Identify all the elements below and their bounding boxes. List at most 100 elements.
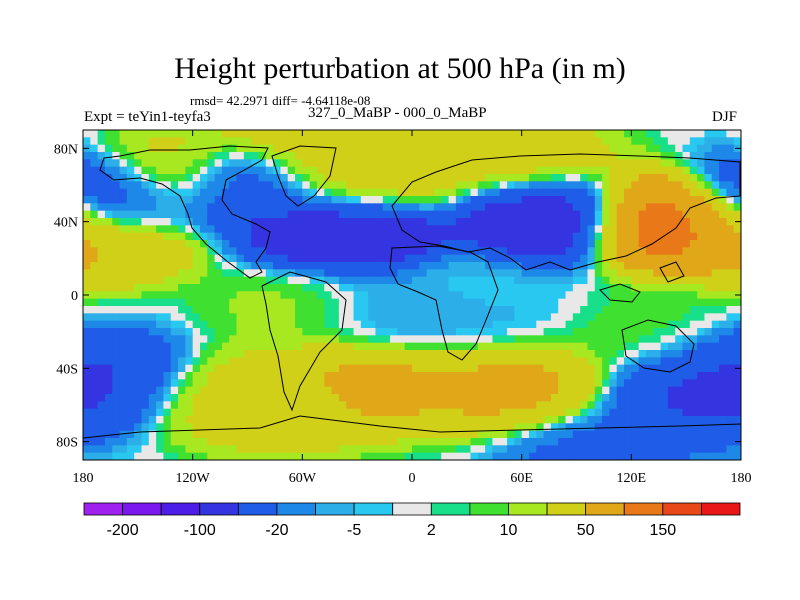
field-cell (126, 130, 135, 138)
field-cell (178, 152, 186, 160)
field-cell (390, 306, 398, 314)
field-cell (507, 159, 515, 168)
field-cell (360, 357, 369, 366)
field-cell (199, 379, 208, 388)
field-cell (419, 218, 428, 226)
field-cell (368, 196, 377, 204)
field-cell (185, 423, 194, 432)
field-cell (302, 196, 311, 204)
field-cell (719, 203, 727, 212)
field-cell (485, 166, 494, 175)
field-cell (719, 452, 727, 460)
field-cell (119, 152, 128, 160)
field-cell (477, 152, 486, 160)
field-cell (199, 152, 208, 160)
field-cell (580, 306, 589, 314)
field-cell (638, 445, 647, 454)
field-cell (148, 350, 157, 358)
field-cell (667, 284, 676, 292)
field-cell (463, 313, 472, 322)
field-cell (455, 372, 464, 380)
field-cell (178, 247, 186, 256)
field-cell (243, 188, 252, 197)
field-cell (412, 342, 420, 351)
field-cell (492, 181, 501, 190)
field-cell (97, 379, 106, 388)
field-cell (346, 357, 355, 366)
field-cell (543, 174, 552, 182)
field-cell (536, 335, 545, 344)
field-cell (558, 203, 567, 212)
field-cell (331, 166, 340, 175)
field-cell (426, 144, 435, 153)
field-cell (258, 372, 267, 380)
field-cell (360, 313, 369, 322)
field-cell (126, 284, 135, 292)
field-cell (550, 291, 559, 300)
field-cell (324, 284, 333, 292)
field-cell (199, 174, 208, 182)
field-cell (156, 240, 165, 248)
field-cell (163, 394, 172, 402)
field-cell (295, 232, 303, 241)
field-cell (382, 210, 391, 219)
field-cell (280, 130, 289, 138)
field-cell (207, 416, 216, 424)
field-cell (390, 335, 398, 344)
field-cell (258, 181, 267, 190)
field-cell (514, 240, 523, 248)
field-cell (565, 188, 574, 197)
field-cell (470, 423, 479, 432)
field-cell (170, 276, 179, 285)
field-cell (295, 320, 303, 329)
field-cell (660, 401, 669, 410)
field-cell (214, 196, 223, 204)
field-cell (463, 210, 472, 219)
field-cell (243, 276, 252, 285)
field-cell (558, 335, 567, 344)
field-cell (265, 159, 274, 168)
field-cell (185, 438, 194, 446)
field-cell (704, 174, 713, 182)
field-cell (309, 291, 318, 300)
field-cell (616, 438, 625, 446)
field-cell (119, 416, 128, 424)
field-cell (141, 445, 150, 454)
field-cell (463, 379, 472, 388)
field-cell (499, 144, 508, 153)
field-cell (353, 188, 362, 197)
field-cell (134, 394, 143, 402)
field-cell (565, 144, 574, 153)
field-cell (689, 313, 698, 322)
field-cell (295, 276, 303, 285)
field-cell (726, 357, 735, 366)
field-cell (470, 240, 479, 248)
field-cell (412, 408, 420, 417)
field-cell (287, 386, 296, 395)
field-cell (419, 328, 428, 336)
field-cell (397, 291, 406, 300)
field-cell (178, 401, 186, 410)
field-cell (346, 328, 355, 336)
field-cell (112, 408, 121, 417)
field-cell (346, 364, 355, 373)
field-cell (572, 144, 581, 153)
field-cell (528, 247, 537, 256)
field-cell (704, 423, 713, 432)
field-cell (97, 430, 106, 439)
field-cell (697, 196, 706, 204)
field-cell (207, 210, 216, 219)
field-cell (580, 159, 589, 168)
field-cell (441, 394, 450, 402)
field-cell (324, 423, 333, 432)
field-cell (638, 181, 647, 190)
field-cell (433, 401, 442, 410)
field-cell (251, 276, 260, 285)
field-cell (624, 188, 632, 197)
field-cell (265, 262, 274, 270)
field-cell (419, 247, 428, 256)
field-cell (565, 218, 574, 226)
field-cell (485, 372, 494, 380)
field-cell (338, 342, 347, 351)
field-cell (104, 130, 113, 138)
